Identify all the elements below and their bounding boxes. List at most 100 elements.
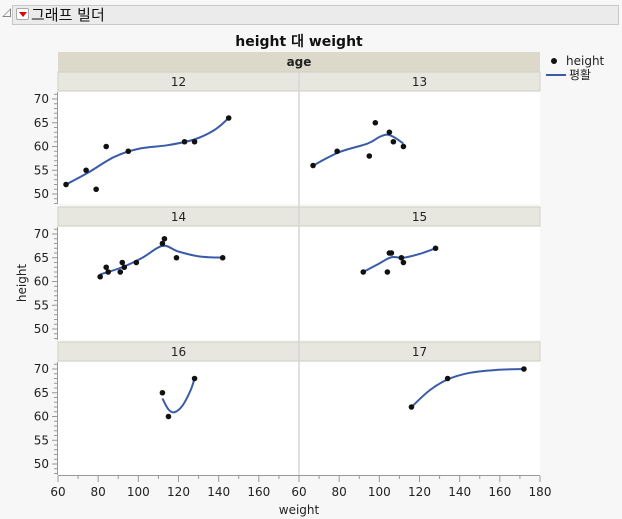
plot-area [58,362,299,475]
facet-header-16 [57,341,300,362]
facet-label: 15 [412,210,427,224]
svg-text:60: 60 [50,485,65,499]
svg-text:50: 50 [34,322,49,336]
data-point [121,264,128,271]
data-point [93,186,99,193]
plot-area [299,227,540,340]
svg-text:55: 55 [34,298,49,312]
svg-text:60: 60 [291,485,306,499]
data-point [386,129,393,136]
svg-text:60: 60 [34,140,49,154]
svg-text:70: 70 [34,362,49,376]
legend-item-height[interactable]: height [546,54,604,68]
smoother-line [65,117,230,186]
data-point [360,269,367,275]
svg-text:55: 55 [34,163,49,177]
line-swatch-icon [546,74,566,76]
svg-text:55: 55 [34,433,49,447]
data-point [159,240,166,247]
data-point [432,245,439,252]
legend-item-smoother[interactable]: 평활 [546,68,604,82]
data-point [388,250,395,256]
facet-header-15 [298,206,541,227]
marker-dot-icon [551,58,557,64]
legend-label: 평활 [569,68,592,82]
svg-text:140: 140 [448,485,471,499]
svg-text:70: 70 [34,92,49,106]
svg-text:120: 120 [408,485,431,499]
svg-text:65: 65 [34,251,49,265]
svg-text:80: 80 [332,485,347,499]
svg-text:120: 120 [167,485,190,499]
svg-text:60: 60 [34,410,49,424]
svg-text:180: 180 [529,485,552,499]
data-point [159,389,166,396]
data-point [165,413,172,420]
data-point [310,162,316,169]
group-by-header [58,52,540,72]
data-point [63,181,69,188]
svg-text:65: 65 [34,386,49,400]
data-point [366,153,373,159]
data-point [219,254,226,261]
facet-header-12 [57,71,300,92]
svg-text:140: 140 [207,485,230,499]
data-point [117,269,124,275]
svg-text:50: 50 [34,457,49,471]
data-point [191,375,198,382]
data-point [161,235,168,242]
outline-title: 그래프 빌더 [31,6,105,24]
plot-area [299,92,540,204]
smoother-line [410,368,524,408]
group-by-label: age [287,55,312,69]
data-point [181,138,188,145]
chart-title: height 대 weight [235,34,363,50]
data-point [408,404,415,410]
outline-header[interactable] [12,5,619,25]
data-point [384,269,391,275]
facet-label: 12 [171,75,186,89]
facet-label: 16 [171,345,186,359]
plot-area [58,227,299,340]
data-point [400,259,407,266]
legend: height 평활 [546,54,604,82]
red-triangle-menu-icon[interactable] [16,8,29,20]
data-point [191,138,198,145]
data-point [400,143,407,150]
facet-label: 14 [171,210,186,224]
data-point [97,273,103,280]
facet-label: 17 [412,345,427,359]
data-point [103,143,109,150]
data-point [125,148,132,155]
svg-text:70: 70 [34,227,49,241]
svg-text:60: 60 [34,275,49,289]
smoother-line [99,244,223,276]
smoother-line [362,247,436,273]
disclosure-triangle-icon[interactable] [2,8,11,17]
data-point [225,115,232,121]
y-axis-label: height [15,264,29,303]
data-point [119,259,126,266]
data-point [386,250,393,256]
svg-text:160: 160 [488,485,511,499]
data-point [133,259,140,266]
x-axis-label: weight [279,503,320,517]
legend-label: height [566,54,605,68]
plot-area [58,92,299,204]
svg-text:100: 100 [127,485,150,499]
data-point [173,254,180,261]
smoother-line [312,133,405,167]
smoother-line [161,378,196,414]
data-point [398,254,405,261]
data-point [372,119,379,126]
data-point [105,269,112,275]
data-point [444,375,451,382]
facet-label: 13 [412,75,427,89]
facet-header-17 [298,341,541,362]
data-point [521,366,527,372]
facet-header-14 [57,206,300,227]
svg-text:160: 160 [247,485,270,499]
facet-header-13 [298,71,541,92]
data-point [334,148,340,155]
